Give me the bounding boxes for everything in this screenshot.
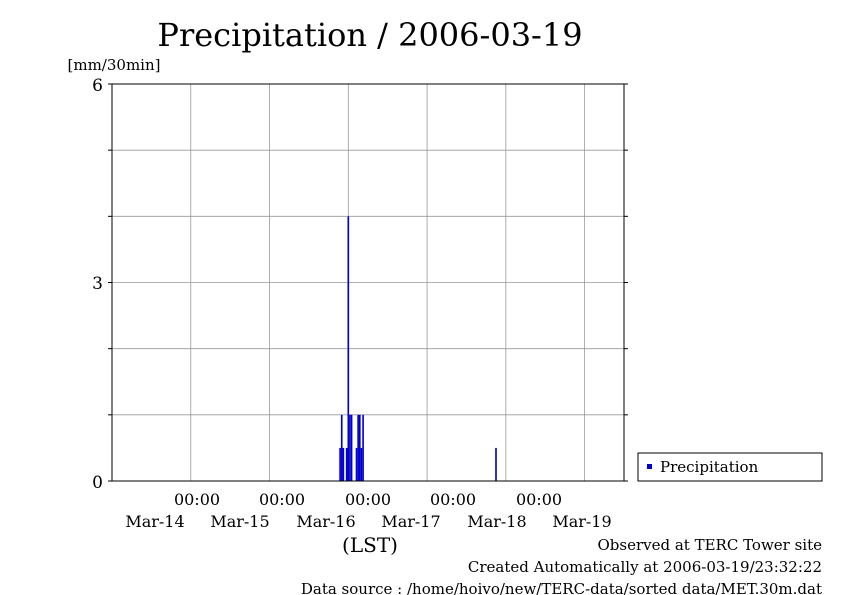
chart-title: Precipitation / 2006-03-19 bbox=[157, 16, 582, 54]
x-tick-time: 00:00 bbox=[259, 490, 305, 509]
x-tick-date: Mar-19 bbox=[552, 512, 611, 531]
precipitation-bar bbox=[342, 447, 345, 481]
x-tick-date: Mar-17 bbox=[381, 512, 440, 531]
grid-lines bbox=[108, 83, 628, 482]
precipitation-bar bbox=[358, 414, 361, 481]
x-tick-date: Mar-16 bbox=[296, 512, 355, 531]
plot-frame bbox=[111, 83, 625, 482]
precipitation-bar bbox=[339, 447, 341, 481]
precipitation-bar bbox=[360, 447, 363, 481]
legend-label: Precipitation bbox=[660, 458, 759, 476]
precipitation-bar bbox=[350, 414, 353, 481]
x-tick-date: Mar-15 bbox=[210, 512, 269, 531]
x-tick-time: 00:00 bbox=[430, 490, 476, 509]
legend: Precipitation bbox=[637, 452, 823, 482]
x-tick-time: 00:00 bbox=[174, 490, 220, 509]
x-tick-time: 00:00 bbox=[516, 490, 562, 509]
precipitation-bar bbox=[362, 414, 364, 481]
precipitation-bar bbox=[340, 414, 343, 481]
precipitation-bar bbox=[495, 447, 497, 481]
x-tick-time: 00:00 bbox=[345, 490, 391, 509]
legend-swatch bbox=[647, 464, 652, 469]
x-tick-date: Mar-14 bbox=[125, 512, 184, 531]
x-axis-label: (LST) bbox=[342, 533, 398, 557]
precipitation-bar bbox=[347, 216, 350, 481]
x-tick-date: Mar-18 bbox=[467, 512, 526, 531]
precipitation-bar bbox=[345, 447, 348, 481]
precipitation-series bbox=[339, 216, 497, 481]
footer-created: Created Automatically at 2006-03-19/23:3… bbox=[468, 558, 822, 576]
precipitation-bar bbox=[349, 414, 351, 481]
legend-box bbox=[637, 452, 823, 482]
y-unit-label: [mm/30min] bbox=[68, 56, 161, 74]
y-axis: 6 3 0 bbox=[92, 76, 103, 493]
y-tick-label: 6 bbox=[92, 76, 103, 96]
x-axis: 00:00 Mar-14 00:00 Mar-15 00:00 Mar-16 0… bbox=[125, 490, 611, 531]
y-tick-label: 3 bbox=[92, 274, 103, 294]
precipitation-bar bbox=[357, 414, 359, 481]
precipitation-bar bbox=[355, 447, 358, 481]
footer-observed: Observed at TERC Tower site bbox=[597, 536, 822, 554]
y-tick-label: 0 bbox=[92, 473, 103, 493]
footer-source: Data source : /home/hoivo/new/TERC-data/… bbox=[301, 580, 822, 595]
